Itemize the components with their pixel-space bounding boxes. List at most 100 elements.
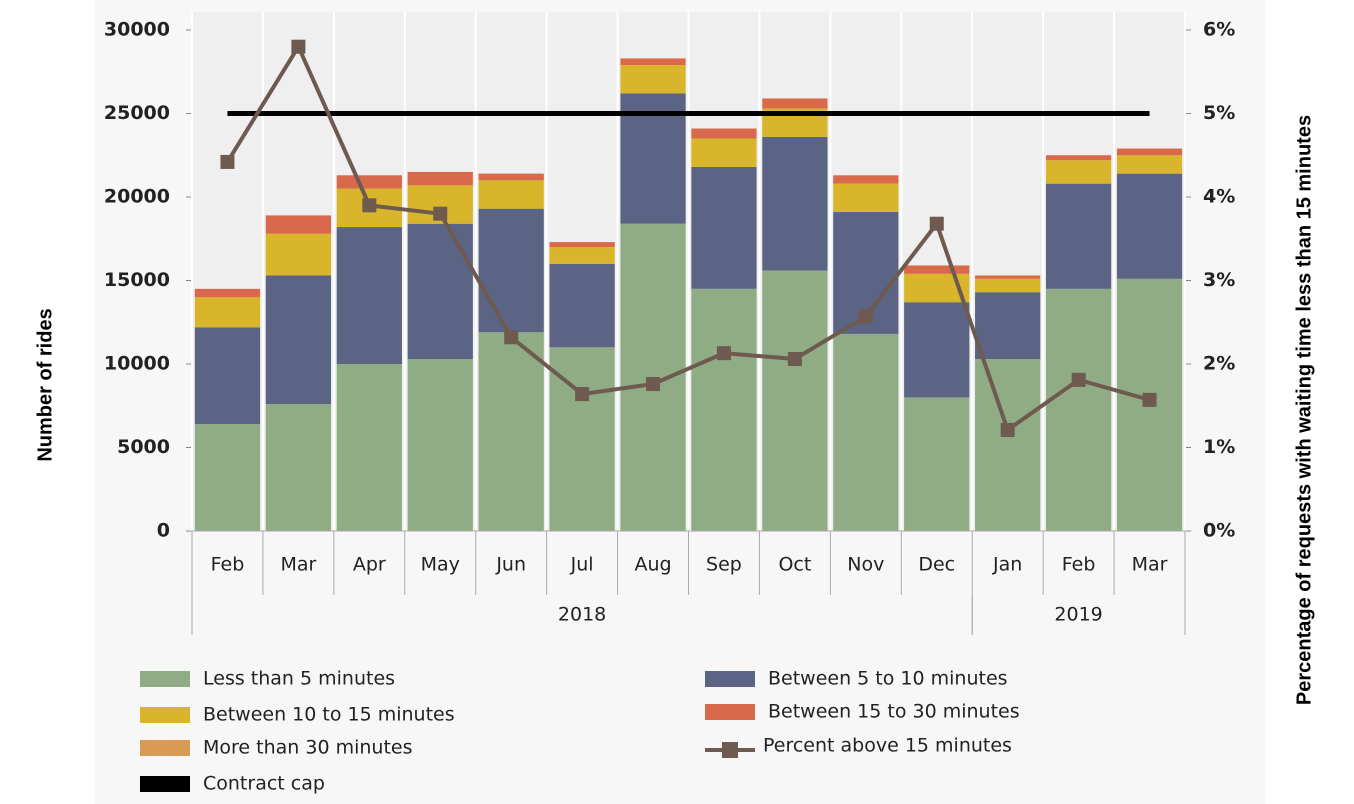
percent-marker bbox=[220, 154, 235, 169]
legend-swatch bbox=[722, 742, 738, 758]
bar-segment bbox=[478, 180, 544, 209]
x-tick-label: Feb bbox=[1062, 554, 1096, 576]
bar-segment bbox=[336, 364, 402, 531]
x-tick-label: Aug bbox=[634, 554, 671, 576]
bar-segment bbox=[762, 270, 828, 531]
y2-tick-label: 6% bbox=[1203, 19, 1235, 41]
y2-tick-label: 3% bbox=[1203, 269, 1235, 291]
percent-marker bbox=[1071, 372, 1086, 387]
bar-segment bbox=[904, 302, 970, 398]
y2-tick-label: 4% bbox=[1203, 186, 1235, 208]
bar-segment bbox=[1116, 148, 1183, 156]
bar-segment bbox=[265, 215, 332, 234]
bar-segment bbox=[1045, 183, 1112, 289]
bar-segment bbox=[407, 171, 473, 186]
legend-label: More than 30 minutes bbox=[203, 737, 412, 759]
bar-segment bbox=[336, 227, 402, 364]
bar-segment bbox=[904, 397, 970, 531]
year-label: 2018 bbox=[558, 604, 606, 626]
bar-segment bbox=[620, 58, 686, 66]
bar-segment bbox=[691, 138, 757, 167]
bar-segment bbox=[478, 208, 544, 333]
bar-segment bbox=[265, 233, 332, 276]
bar-segment bbox=[549, 242, 615, 248]
legend-label: Between 15 to 30 minutes bbox=[768, 701, 1020, 723]
bar-segment bbox=[904, 265, 970, 274]
bar-segment bbox=[833, 175, 899, 184]
x-tick-label: May bbox=[421, 554, 460, 576]
x-tick-label: Jan bbox=[992, 554, 1022, 576]
y-tick-label: 0 bbox=[157, 520, 170, 542]
y2-axis-title: Percentage of requests with waiting time… bbox=[1293, 115, 1315, 705]
legend-label: Between 10 to 15 minutes bbox=[203, 704, 455, 726]
percent-marker bbox=[575, 387, 590, 402]
bar-segment bbox=[691, 288, 757, 531]
legend-swatch bbox=[140, 671, 190, 687]
y-tick-label: 5000 bbox=[117, 436, 170, 458]
percent-marker bbox=[929, 216, 944, 231]
x-tick-label: Mar bbox=[1132, 554, 1168, 576]
bar-segment bbox=[975, 275, 1041, 279]
bar-segment bbox=[975, 278, 1041, 293]
bar-segment bbox=[336, 175, 402, 189]
legend-label: Contract cap bbox=[203, 773, 325, 795]
percent-line bbox=[225, 42, 1151, 434]
bar-segment bbox=[620, 65, 686, 94]
legend-swatch bbox=[705, 704, 755, 720]
bar-segment bbox=[1116, 173, 1183, 279]
bar-segment bbox=[691, 166, 757, 289]
percent-marker bbox=[1142, 392, 1157, 407]
percent-marker bbox=[787, 351, 802, 366]
year-label: 2019 bbox=[1054, 604, 1102, 626]
y-tick-label: 20000 bbox=[104, 186, 170, 208]
x-tick-label: Jun bbox=[495, 554, 526, 576]
y-tick-label: 25000 bbox=[104, 102, 170, 124]
x-tick-label: Feb bbox=[211, 554, 245, 576]
bar-segment bbox=[762, 136, 828, 271]
x-tick-label: Apr bbox=[353, 554, 386, 576]
bar-segment bbox=[478, 332, 544, 531]
x-tick-label: Nov bbox=[847, 554, 884, 576]
legend-swatch bbox=[140, 740, 190, 756]
bar-segment bbox=[194, 327, 261, 425]
bar-segment bbox=[1045, 155, 1112, 161]
percent-marker bbox=[433, 206, 448, 221]
y2-tick-label: 2% bbox=[1203, 353, 1235, 375]
y2-tick-label: 1% bbox=[1203, 436, 1235, 458]
bar-segment bbox=[478, 173, 544, 181]
bar-segment bbox=[407, 358, 473, 531]
bar-segment bbox=[833, 183, 899, 213]
bar-segment bbox=[265, 275, 332, 405]
bar-segment bbox=[691, 128, 757, 139]
bar-segment bbox=[549, 247, 615, 264]
bar-segment bbox=[407, 223, 473, 359]
bar-segment bbox=[1116, 155, 1183, 174]
x-tick-label: Mar bbox=[280, 554, 316, 576]
percent-marker bbox=[362, 198, 377, 213]
bar-segment bbox=[975, 358, 1041, 531]
y2-tick-label: 5% bbox=[1203, 102, 1235, 124]
x-tick-label: Dec bbox=[918, 554, 955, 576]
bar-segment bbox=[833, 333, 899, 531]
legend-label: Percent above 15 minutes bbox=[763, 735, 1012, 757]
bar-segment bbox=[975, 292, 1041, 359]
bar-segment bbox=[762, 98, 828, 109]
y-tick-label: 15000 bbox=[104, 269, 170, 291]
bar-segment bbox=[1045, 288, 1112, 531]
legend-swatch bbox=[140, 707, 190, 723]
bar-segment bbox=[549, 263, 615, 348]
y-axis-title: Number of rides bbox=[34, 308, 56, 461]
legend-label: Between 5 to 10 minutes bbox=[768, 668, 1008, 690]
percent-marker bbox=[858, 309, 873, 324]
bar-segment bbox=[194, 288, 261, 298]
legend-swatch bbox=[705, 671, 755, 687]
percent-marker bbox=[291, 39, 306, 54]
bar-segment bbox=[194, 297, 261, 328]
bar-segment bbox=[1045, 160, 1112, 184]
y2-tick-label: 0% bbox=[1203, 520, 1235, 542]
y-tick-label: 30000 bbox=[104, 19, 170, 41]
percent-marker bbox=[716, 346, 731, 361]
bar-segment bbox=[265, 404, 332, 531]
legend-swatch bbox=[140, 776, 190, 792]
